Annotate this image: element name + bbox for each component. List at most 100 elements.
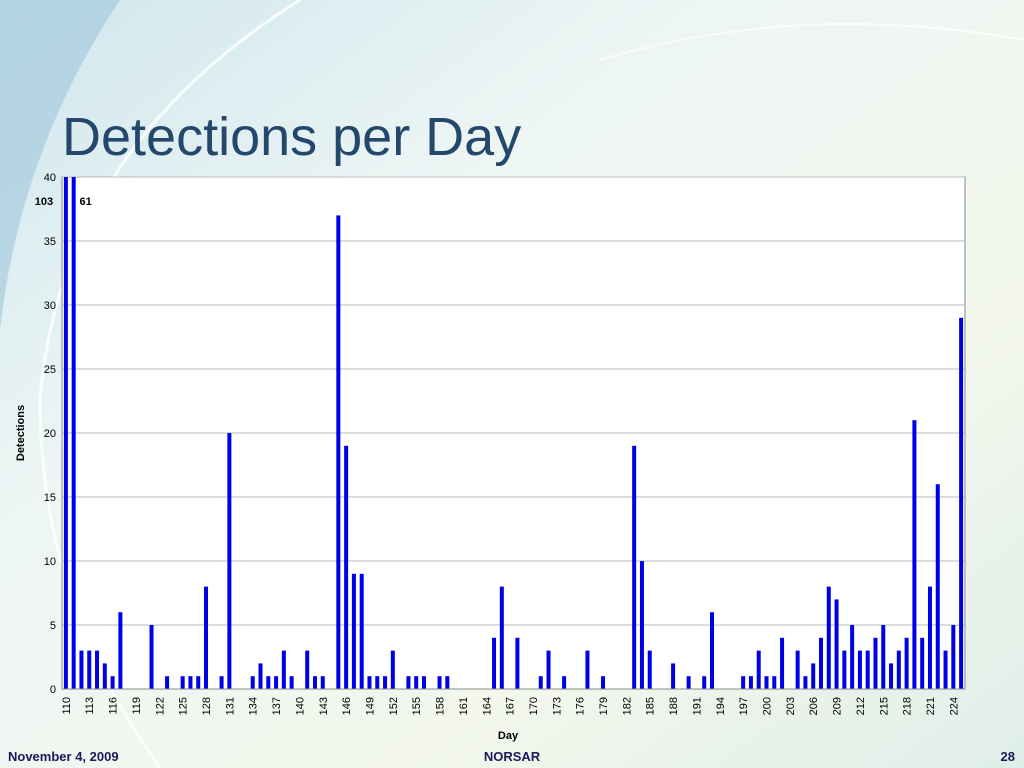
x-tick-label: 164 [481, 697, 493, 715]
bar [281, 650, 286, 689]
bar [951, 625, 956, 689]
x-tick-label: 188 [668, 697, 680, 715]
x-tick-label: 116 [108, 697, 120, 715]
bar [756, 650, 761, 689]
bar [414, 676, 419, 689]
bar [445, 676, 450, 689]
bar [780, 637, 785, 689]
x-tick-label: 146 [341, 697, 353, 715]
decor-curve [599, 23, 1024, 61]
bar [499, 586, 504, 689]
x-tick-label: 194 [715, 697, 727, 715]
x-tick-label: 170 [528, 697, 540, 715]
bar [406, 676, 411, 689]
bar [219, 676, 224, 689]
bar [764, 676, 769, 689]
y-tick-label: 10 [44, 556, 56, 568]
x-tick-label: 167 [505, 697, 517, 715]
bar [935, 484, 940, 689]
bar [289, 676, 294, 689]
x-tick-label: 197 [738, 697, 750, 715]
bar [258, 663, 263, 689]
bar [927, 586, 932, 689]
bar [795, 650, 800, 689]
bar [250, 676, 255, 689]
x-tick-label: 113 [84, 697, 96, 715]
bar [71, 177, 76, 689]
x-tick-label: 152 [388, 697, 400, 715]
x-tick-label: 212 [855, 697, 867, 715]
x-tick-label: 149 [364, 697, 376, 715]
bar [375, 676, 380, 689]
x-tick-label: 224 [948, 697, 960, 715]
x-axis-label: Day [498, 730, 519, 742]
x-tick-label: 209 [832, 697, 844, 715]
bar [312, 676, 317, 689]
bar [110, 676, 115, 689]
y-axis-label: Detections [15, 405, 27, 461]
bar [896, 650, 901, 689]
bar [165, 676, 170, 689]
bar [632, 445, 637, 689]
x-tick-label: 185 [645, 697, 657, 715]
bar [367, 676, 372, 689]
y-tick-label: 0 [50, 684, 56, 696]
bar [188, 676, 193, 689]
x-tick-label: 221 [925, 697, 937, 715]
x-tick-label: 218 [902, 697, 914, 715]
bar [79, 650, 84, 689]
bar [748, 676, 753, 689]
y-tick-label: 30 [44, 300, 56, 312]
bar [180, 676, 185, 689]
footer-org: NORSAR [484, 749, 541, 764]
bar [601, 676, 606, 689]
bar [818, 637, 823, 689]
bar [204, 586, 209, 689]
x-tick-label: 158 [435, 697, 447, 715]
bar [87, 650, 92, 689]
bar [492, 637, 497, 689]
bars [63, 177, 964, 689]
x-tick-label: 182 [621, 697, 633, 715]
bar [647, 650, 652, 689]
bar [671, 663, 676, 689]
bar [912, 420, 917, 689]
y-tick-label: 20 [44, 428, 56, 440]
bar [359, 573, 364, 689]
bar [538, 676, 543, 689]
bar [437, 676, 442, 689]
y-tick-label: 40 [44, 172, 56, 184]
x-tick-label: 110 [61, 697, 73, 715]
x-tick-label: 191 [691, 697, 703, 715]
bar [826, 586, 831, 689]
slide-title: Detections per Day [62, 107, 521, 167]
x-tick-label: 179 [598, 697, 610, 715]
x-tick-label: 155 [411, 697, 423, 715]
x-tick-label: 215 [878, 697, 890, 715]
bar [344, 445, 349, 689]
bar [227, 433, 232, 689]
x-tick-label: 143 [318, 697, 330, 715]
bar [741, 676, 746, 689]
bar [943, 650, 948, 689]
bar [515, 637, 520, 689]
bar [881, 625, 886, 689]
x-tick-label: 140 [294, 697, 306, 715]
bar [305, 650, 310, 689]
y-tick-label: 5 [50, 620, 56, 632]
y-tick-label: 35 [44, 236, 56, 248]
bar [585, 650, 590, 689]
y-tick-label: 25 [44, 364, 56, 376]
bar [266, 676, 271, 689]
bar [274, 676, 279, 689]
bar [920, 637, 925, 689]
x-tick-label: 128 [201, 697, 213, 715]
bar [702, 676, 707, 689]
y-tick-label: 15 [44, 492, 56, 504]
bar [63, 177, 68, 689]
x-tick-label: 173 [551, 697, 563, 715]
bar [865, 650, 870, 689]
bar [710, 612, 715, 689]
bar [803, 676, 808, 689]
bar [850, 625, 855, 689]
